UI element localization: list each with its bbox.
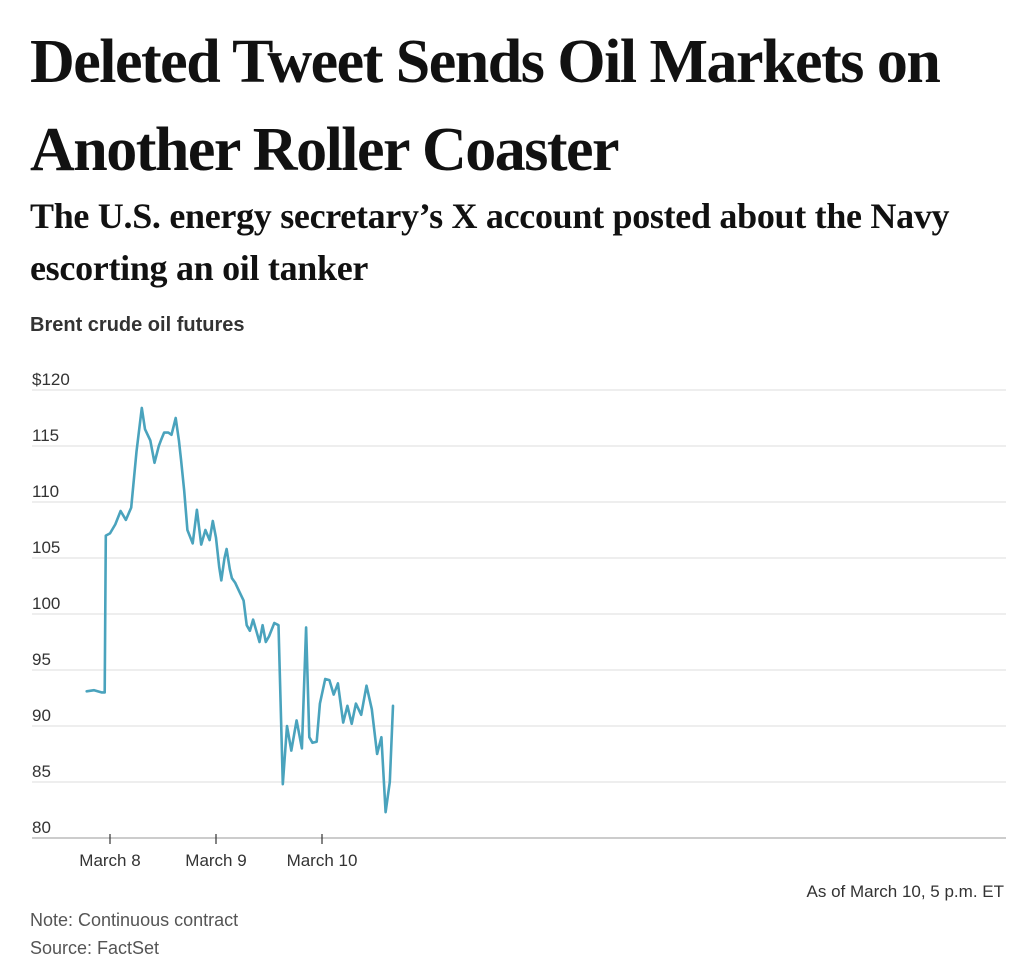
gridlines [32,389,1006,839]
y-tick-label-100: 100 [32,594,60,613]
note: Note: Continuous contract [30,910,239,930]
y-tick-label-105: 105 [32,538,60,557]
y-axis-tick-labels: $120 115 110 105 100 95 90 85 80 [32,370,70,837]
as-of-note: As of March 10, 5 p.m. ET [806,882,1004,901]
chart-label: Brent crude oil futures [30,314,245,336]
y-tick-label-90: 90 [32,706,51,725]
x-tick-label-0: March 8 [79,851,140,870]
y-tick-label-80: 80 [32,818,51,837]
x-tick-label-1: March 9 [185,851,246,870]
y-tick-label-110: 110 [32,482,59,501]
y-tick-label-85: 85 [32,762,51,781]
y-tick-label-115: 115 [32,426,59,445]
y-tick-label-95: 95 [32,650,51,669]
source-credit: Source: FactSet [30,938,160,958]
y-tick-label-120: $120 [32,370,70,389]
x-tick-label-2: March 10 [287,851,358,870]
series-line-0 [85,406,395,814]
headline: Deleted Tweet Sends Oil Markets on Anoth… [30,28,941,184]
x-axis-ticks: March 8 March 9 March 10 [79,834,357,870]
deck: The U.S. energy secretary’s X account po… [30,196,950,288]
series-layer [85,406,395,814]
